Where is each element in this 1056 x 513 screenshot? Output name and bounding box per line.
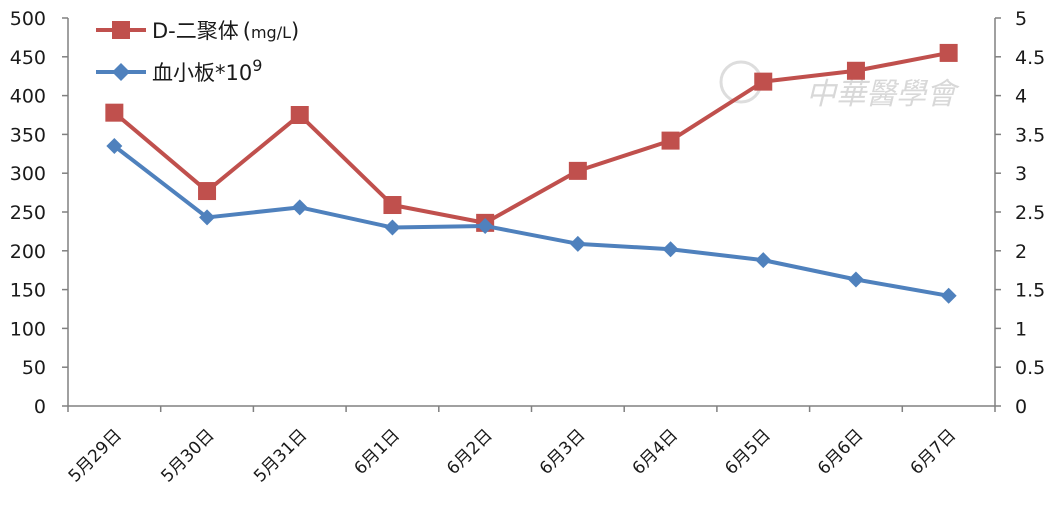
x-category-label: 6月6日 (814, 425, 867, 478)
x-category-label: 5月29日 (65, 425, 126, 486)
y-right-tick-label: 4.5 (1015, 47, 1045, 69)
y-right-tick-label: 0 (1015, 396, 1027, 418)
y-right-tick-label: 5 (1015, 8, 1027, 30)
y-right-tick-label: 1 (1015, 318, 1027, 340)
x-category-label: 6月2日 (443, 425, 496, 478)
y-left-tick-label: 50 (22, 357, 46, 379)
legend-label-d-dimer: D-二聚体 (mg/L) (152, 19, 299, 43)
legend-item-d-dimer: D-二聚体 (mg/L) (96, 19, 299, 43)
series-layer (105, 43, 958, 304)
y-right-tick-label: 2 (1015, 241, 1027, 263)
data-point-d-dimer (383, 196, 402, 215)
data-point-platelet (569, 235, 586, 252)
x-category-label: 6月3日 (536, 425, 589, 478)
x-category-label: 5月31日 (250, 425, 311, 486)
legend-item-platelet: 血小板*109 (96, 56, 262, 85)
y-right-tick-label: 2.5 (1015, 202, 1045, 224)
legend-marker-d-dimer (112, 21, 130, 39)
legend-marker-platelet (112, 63, 130, 81)
data-point-d-dimer (939, 43, 958, 62)
data-point-platelet (940, 287, 957, 304)
watermark-text: 中華醫學會 (806, 77, 960, 112)
data-point-d-dimer (105, 103, 124, 122)
data-point-platelet (477, 217, 494, 234)
y-left-tick-label: 0 (34, 396, 46, 418)
data-point-d-dimer (661, 131, 680, 150)
x-category-label: 6月1日 (350, 425, 403, 478)
y-left-tick-label: 350 (10, 124, 46, 146)
data-point-d-dimer (290, 106, 309, 124)
y-right-tick-label: 1.5 (1015, 280, 1045, 302)
data-point-platelet (755, 252, 772, 269)
watermark: 中華醫學會 (719, 60, 960, 112)
y-right-tick-label: 4 (1015, 86, 1027, 108)
data-point-d-dimer (568, 161, 587, 180)
legend: D-二聚体 (mg/L) 血小板*109 (96, 19, 299, 85)
data-point-platelet (847, 271, 864, 288)
y-left-tick-label: 450 (10, 47, 46, 69)
y-left-tick-label: 150 (10, 280, 46, 302)
y-left-tick-label: 100 (10, 318, 46, 340)
y-left-tick-label: 500 (10, 8, 46, 30)
y-right-tick-label: 3.5 (1015, 124, 1045, 146)
y-left-tick-label: 200 (10, 241, 46, 263)
data-point-d-dimer (846, 61, 865, 80)
y-right-tick-label: 3 (1015, 163, 1027, 185)
data-point-platelet (106, 138, 123, 155)
data-point-platelet (291, 199, 308, 216)
x-category-label: 6月4日 (629, 425, 682, 478)
y-left-tick-label: 400 (10, 86, 46, 108)
data-point-platelet (384, 219, 401, 236)
x-category-label: 6月7日 (907, 425, 960, 478)
data-point-d-dimer (754, 72, 773, 91)
y-left-tick-label: 300 (10, 163, 46, 185)
x-category-label: 6月5日 (721, 425, 774, 478)
x-category-label: 5月30日 (157, 425, 218, 486)
y-left-tick-label: 250 (10, 202, 46, 224)
legend-label-platelet: 血小板*109 (152, 56, 262, 85)
data-point-platelet (662, 241, 679, 258)
series-line-platelet (113, 144, 949, 298)
data-point-platelet (199, 209, 216, 226)
y-right-tick-label: 0.5 (1015, 357, 1045, 379)
data-point-d-dimer (198, 182, 217, 201)
series-line-d-dimer (113, 50, 950, 225)
